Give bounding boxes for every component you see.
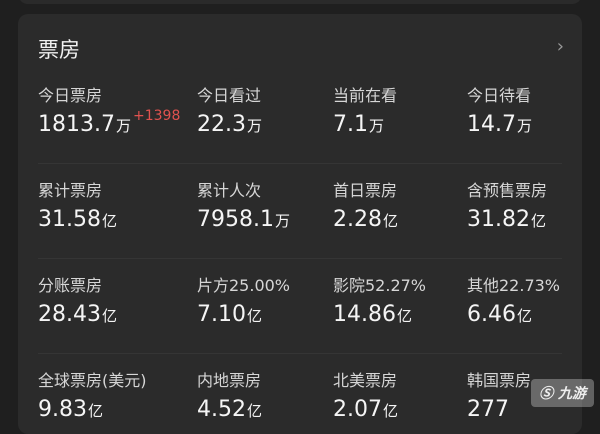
stat-label: 含预售票房 bbox=[467, 181, 548, 200]
stat-value: 31.58亿 bbox=[38, 207, 117, 232]
stat-cell: 片方25.00% 7.10亿 bbox=[197, 272, 290, 327]
stat-number: 1813.7 bbox=[38, 112, 115, 137]
stat-number: 4.52 bbox=[197, 397, 246, 422]
stat-number: 7958.1 bbox=[197, 207, 274, 232]
stat-label: 分账票房 bbox=[38, 276, 103, 295]
stat-label: 今日待看 bbox=[467, 86, 532, 105]
stat-unit: 亿 bbox=[530, 212, 546, 230]
stat-cell: 累计人次 7958.1万 bbox=[197, 177, 290, 232]
stat-number: 14.7 bbox=[467, 112, 516, 137]
chevron-right-icon[interactable]: › bbox=[556, 36, 564, 57]
stat-label: 影院52.27% bbox=[333, 276, 427, 295]
stat-label: 今日看过 bbox=[197, 86, 262, 105]
stat-unit: 亿 bbox=[516, 307, 532, 325]
stat-number: 28.43 bbox=[38, 302, 101, 327]
stat-value: 6.46亿 bbox=[467, 302, 560, 327]
stat-unit: 万 bbox=[246, 117, 262, 135]
stat-label: 内地票房 bbox=[197, 371, 262, 390]
stat-label: 片方25.00% bbox=[197, 276, 291, 295]
stat-number: 9.83 bbox=[38, 397, 87, 422]
stat-number: 31.82 bbox=[467, 207, 530, 232]
stat-number: 2.28 bbox=[333, 207, 382, 232]
stat-value: 4.52亿 bbox=[197, 397, 262, 422]
row-divider bbox=[38, 258, 562, 259]
stat-cell: 全球票房(美元) 9.83亿 bbox=[38, 367, 147, 422]
stat-cell: 首日票房 2.28亿 bbox=[333, 177, 398, 232]
stat-value: 7958.1万 bbox=[197, 207, 290, 232]
stat-unit: 亿 bbox=[396, 307, 412, 325]
stat-number: 6.46 bbox=[467, 302, 516, 327]
stat-unit: 亿 bbox=[246, 402, 262, 420]
stat-number: 31.58 bbox=[38, 207, 101, 232]
stat-value: 1813.7万+1398 bbox=[38, 108, 180, 137]
stat-number: 2.07 bbox=[333, 397, 382, 422]
stat-unit: 亿 bbox=[382, 212, 398, 230]
stat-label: 韩国票房 bbox=[467, 371, 532, 390]
stat-unit: 亿 bbox=[246, 307, 262, 325]
stat-cell: 今日票房 1813.7万+1398 bbox=[38, 82, 180, 137]
stat-value: 22.3万 bbox=[197, 112, 262, 137]
stat-cell: 分账票房 28.43亿 bbox=[38, 272, 117, 327]
row-divider bbox=[38, 353, 562, 354]
stat-unit: 万 bbox=[115, 117, 131, 135]
stat-unit: 万 bbox=[516, 117, 532, 135]
stat-label: 当前在看 bbox=[333, 86, 398, 105]
stat-value: 14.7万 bbox=[467, 112, 532, 137]
stat-value: 31.82亿 bbox=[467, 207, 547, 232]
stat-cell: 含预售票房 31.82亿 bbox=[467, 177, 547, 232]
stat-cell: 北美票房 2.07亿 bbox=[333, 367, 398, 422]
stat-label: 其他22.73% bbox=[467, 276, 561, 295]
stat-number: 277 bbox=[467, 397, 509, 422]
stat-label: 累计人次 bbox=[197, 181, 262, 200]
stat-value: 28.43亿 bbox=[38, 302, 117, 327]
stat-cell: 其他22.73% 6.46亿 bbox=[467, 272, 560, 327]
stat-label: 今日票房 bbox=[38, 86, 103, 105]
stat-value: 9.83亿 bbox=[38, 397, 147, 422]
stat-value: 7.1万 bbox=[333, 112, 397, 137]
stat-unit: 亿 bbox=[87, 402, 103, 420]
previous-card bbox=[18, 0, 582, 4]
stat-cell: 韩国票房 277 bbox=[467, 367, 531, 422]
stat-cell: 累计票房 31.58亿 bbox=[38, 177, 117, 232]
stat-cell: 今日待看 14.7万 bbox=[467, 82, 532, 137]
stat-value: 2.07亿 bbox=[333, 397, 398, 422]
stat-unit: 亿 bbox=[382, 402, 398, 420]
stat-cell: 影院52.27% 14.86亿 bbox=[333, 272, 426, 327]
stat-unit: 亿 bbox=[101, 212, 117, 230]
stat-cell: 当前在看 7.1万 bbox=[333, 82, 397, 137]
stat-delta: +1398 bbox=[133, 108, 181, 124]
watermark-logo: Ⓢ 九游 bbox=[531, 379, 594, 407]
stat-label: 北美票房 bbox=[333, 371, 398, 390]
stat-number: 7.10 bbox=[197, 302, 246, 327]
card-title: 票房 bbox=[38, 38, 80, 62]
stat-value: 7.10亿 bbox=[197, 302, 290, 327]
stat-label: 首日票房 bbox=[333, 181, 398, 200]
stat-value: 2.28亿 bbox=[333, 207, 398, 232]
stat-number: 14.86 bbox=[333, 302, 396, 327]
stat-unit: 万 bbox=[369, 117, 385, 135]
stat-number: 22.3 bbox=[197, 112, 246, 137]
stat-unit: 万 bbox=[274, 212, 290, 230]
stat-cell: 内地票房 4.52亿 bbox=[197, 367, 262, 422]
stat-value: 277 bbox=[467, 397, 531, 422]
stat-unit: 亿 bbox=[101, 307, 117, 325]
stat-label: 全球票房(美元) bbox=[38, 371, 147, 390]
box-office-card[interactable]: 票房 › 今日票房 1813.7万+1398 今日看过 22.3万 当前在看 7.1… bbox=[18, 14, 582, 434]
stat-cell: 今日看过 22.3万 bbox=[197, 82, 262, 137]
stat-value: 14.86亿 bbox=[333, 302, 426, 327]
stat-label: 累计票房 bbox=[38, 181, 103, 200]
stat-number: 7.1 bbox=[333, 112, 368, 137]
row-divider bbox=[38, 163, 562, 164]
